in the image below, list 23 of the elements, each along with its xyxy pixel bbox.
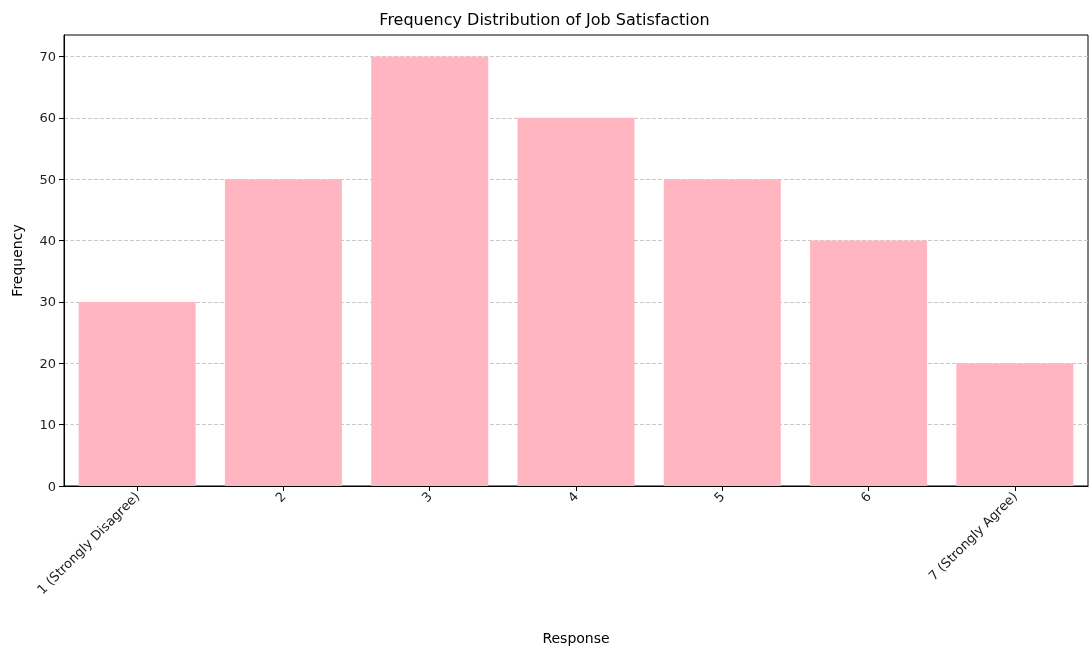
bar xyxy=(78,301,196,486)
chart-title: Frequency Distribution of Job Satisfaction xyxy=(379,9,710,29)
bar xyxy=(956,363,1074,486)
x-tick-label: 4 xyxy=(564,488,582,506)
x-tick-label: 2 xyxy=(272,488,289,506)
bar xyxy=(371,56,489,486)
bar xyxy=(663,179,781,486)
x-tick-label: 5 xyxy=(711,488,728,506)
y-tick-label: 0 xyxy=(47,478,56,494)
x-tick-label: 3 xyxy=(418,488,436,506)
y-tick-label: 30 xyxy=(39,294,56,310)
x-tick-label: 6 xyxy=(857,488,874,506)
y-tick-label: 20 xyxy=(39,355,56,371)
y-axis-title: Frequency xyxy=(9,224,25,297)
y-tick-label: 70 xyxy=(39,48,56,64)
x-axis-title: Response xyxy=(542,630,610,646)
y-tick-label: 40 xyxy=(39,233,56,249)
y-tick-label: 60 xyxy=(39,110,56,126)
bar xyxy=(517,117,635,486)
bar xyxy=(224,179,342,486)
y-tick-label: 10 xyxy=(39,417,56,433)
y-tick-label: 50 xyxy=(39,171,56,187)
bar xyxy=(810,240,928,486)
